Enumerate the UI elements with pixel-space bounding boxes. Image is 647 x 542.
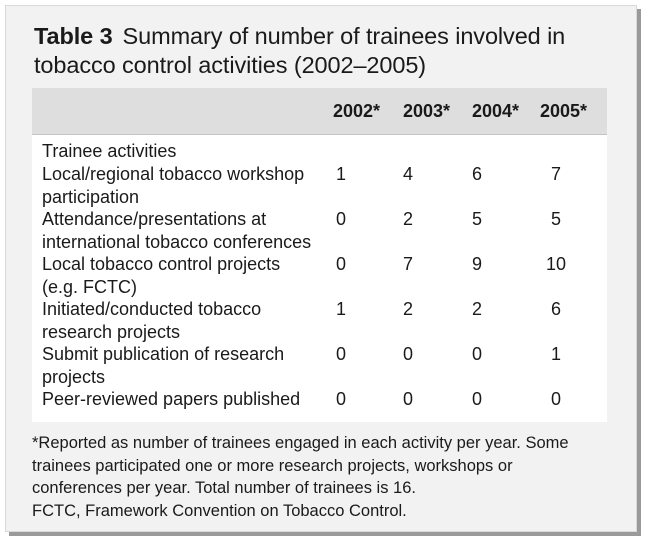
footnote-line: FCTC, Framework Convention on Tobacco Co… bbox=[32, 501, 407, 520]
cell-2002: 0 bbox=[336, 209, 347, 229]
table-footnote: *Reported as number of trainees engaged … bbox=[32, 432, 617, 522]
cell-2005: 1 bbox=[551, 344, 562, 364]
cell-2004: 0 bbox=[472, 344, 483, 364]
cell-2003: 7 bbox=[403, 254, 414, 274]
cell-2002: 0 bbox=[336, 389, 347, 409]
cell-2003: 0 bbox=[403, 344, 414, 364]
row-label-line: Submit publication of research bbox=[42, 344, 285, 364]
row-label-line: (e.g. FCTC) bbox=[42, 276, 138, 297]
row-label-line: Initiated/conducted tobacco bbox=[42, 299, 262, 319]
cell-2004: 5 bbox=[472, 209, 483, 229]
row-label: Peer-reviewed papers published bbox=[42, 388, 312, 411]
cell-2004: 6 bbox=[472, 164, 483, 184]
cell-2005: 0 bbox=[551, 389, 562, 409]
cell-2005: 7 bbox=[551, 164, 562, 184]
footnote-line: conferences per year. Total number of tr… bbox=[32, 479, 416, 497]
row-label: Local tobacco control projects (e.g. FCT… bbox=[42, 253, 312, 298]
row-label-line: research projects bbox=[42, 321, 181, 342]
column-header-2005: 2005* bbox=[540, 101, 588, 121]
column-header-2003: 2003* bbox=[403, 101, 451, 121]
cell-2005: 10 bbox=[546, 254, 567, 274]
cell-2002: 0 bbox=[336, 254, 347, 274]
row-label-line: Attendance/presentations at bbox=[42, 209, 267, 229]
row-label: Attendance/presentations at internationa… bbox=[42, 208, 312, 253]
cell-2005: 5 bbox=[551, 209, 562, 229]
row-label: Submit publication of research projects bbox=[42, 343, 312, 388]
row-label: Initiated/conducted tobacco research pro… bbox=[42, 298, 312, 343]
section-heading: Trainee activities bbox=[42, 141, 177, 161]
cell-2003: 2 bbox=[403, 299, 414, 319]
cell-2003: 0 bbox=[403, 389, 414, 409]
row-label-line: projects bbox=[42, 366, 106, 387]
title-text-1: Summary of number of trainees involved i… bbox=[122, 23, 566, 49]
column-header-2002: 2002* bbox=[333, 101, 381, 121]
footnote-line: trainees participated one or more resear… bbox=[32, 456, 513, 475]
row-label-line: Local tobacco control projects bbox=[42, 254, 281, 274]
cell-2003: 2 bbox=[403, 209, 414, 229]
row-label-line: participation bbox=[42, 186, 140, 207]
cell-2005: 6 bbox=[551, 299, 562, 319]
data-table: 2002* 2003* 2004* 2005* Trainee activiti… bbox=[32, 88, 607, 422]
cell-2002: 1 bbox=[336, 299, 347, 319]
cell-2004: 2 bbox=[472, 299, 483, 319]
table-label: Table 3 bbox=[34, 23, 113, 49]
footnote-line: *Reported as number of trainees engaged … bbox=[32, 434, 569, 452]
row-label-line: Peer-reviewed papers published bbox=[42, 389, 301, 409]
cell-2003: 4 bbox=[403, 164, 414, 184]
title-line-2: tobacco control activities (2002–2005) bbox=[34, 52, 427, 78]
table-title: Table 3 Summary of number of trainees inv… bbox=[34, 22, 614, 80]
row-label-line: Local/regional tobacco workshop bbox=[42, 164, 305, 184]
cell-2004: 9 bbox=[472, 254, 483, 274]
row-label-line: international tobacco conferences bbox=[42, 231, 312, 252]
column-header-2004: 2004* bbox=[472, 101, 520, 121]
cell-2004: 0 bbox=[472, 389, 483, 409]
title-line-1: Table 3 Summary of number of trainees inv… bbox=[34, 22, 614, 51]
cell-2002: 0 bbox=[336, 344, 347, 364]
cell-2002: 1 bbox=[336, 164, 347, 184]
table-header: 2002* 2003* 2004* 2005* bbox=[32, 88, 607, 135]
row-label: Local/regional tobacco workshop particip… bbox=[42, 163, 312, 208]
